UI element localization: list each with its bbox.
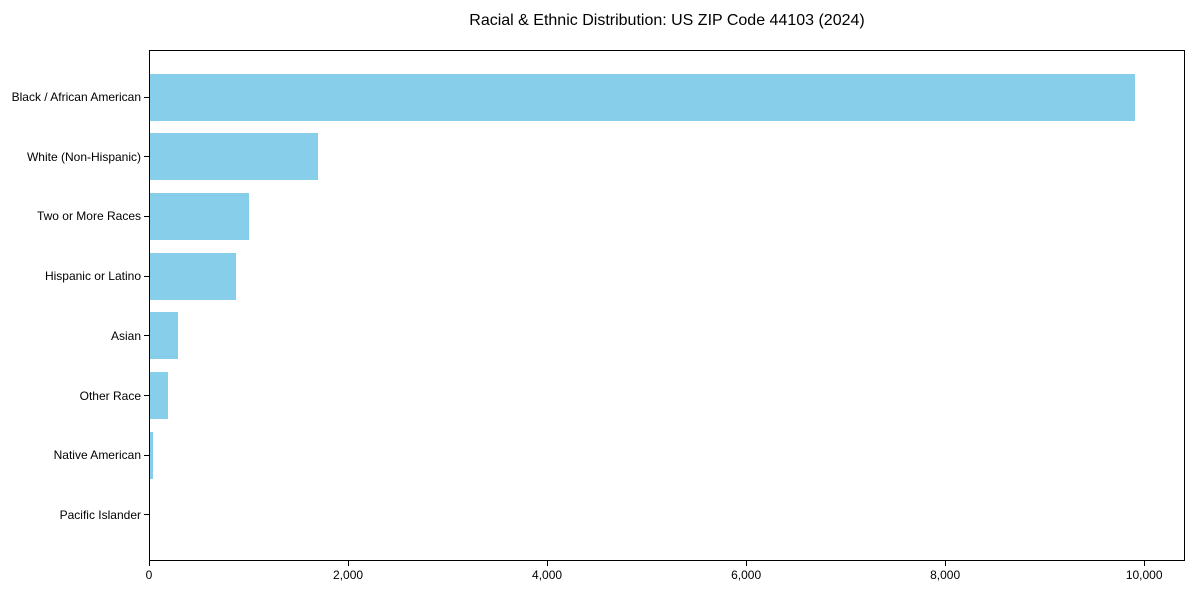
x-tick-mark (148, 561, 150, 566)
plot-area (149, 50, 1185, 561)
bar-native-american (150, 431, 153, 479)
x-tick-label-10-000: 10,000 (1125, 568, 1163, 582)
y-tick-label-native-american: Native American (53, 448, 141, 463)
y-tick-label-asian: Asian (110, 328, 141, 343)
y-tick-label-pacific-islander: Pacific Islander (59, 507, 141, 522)
x-tick-label-2-000: 2,000 (333, 568, 364, 582)
y-tick-mark (144, 454, 149, 456)
y-tick-mark (144, 215, 149, 217)
y-tick-mark (144, 275, 149, 277)
y-tick-label-white-non-hispanic: White (Non-Hispanic) (26, 149, 141, 164)
x-tick-label-0: 0 (145, 568, 153, 582)
y-tick-mark (144, 96, 149, 98)
y-tick-label-other-race: Other Race (79, 388, 141, 403)
x-tick-mark (1143, 561, 1145, 566)
x-tick-label-6-000: 6,000 (731, 568, 762, 582)
x-tick-label-4-000: 4,000 (532, 568, 563, 582)
chart-title: Racial & Ethnic Distribution: US ZIP Cod… (469, 12, 865, 29)
x-tick-label-8-000: 8,000 (930, 568, 961, 582)
bar-black-african-american (150, 73, 1136, 121)
x-tick-mark (347, 561, 349, 566)
bar-hispanic-or-latino (150, 252, 237, 300)
y-tick-mark (144, 156, 149, 158)
x-tick-mark (745, 561, 747, 566)
bar-white-non-hispanic (150, 133, 318, 181)
y-tick-label-black-african-american: Black / African American (11, 90, 141, 104)
y-tick-mark (144, 395, 149, 396)
bar-asian (150, 312, 178, 360)
x-tick-mark (944, 561, 946, 566)
bar-other-race (150, 372, 169, 419)
y-tick-mark (144, 514, 149, 516)
x-tick-mark (546, 561, 548, 566)
y-tick-label-two-or-more-races: Two or More Races (36, 209, 141, 224)
y-tick-label-hispanic-or-latino: Hispanic or Latino (44, 269, 141, 284)
y-tick-mark (144, 335, 149, 337)
bar-two-or-more-races (150, 192, 250, 240)
